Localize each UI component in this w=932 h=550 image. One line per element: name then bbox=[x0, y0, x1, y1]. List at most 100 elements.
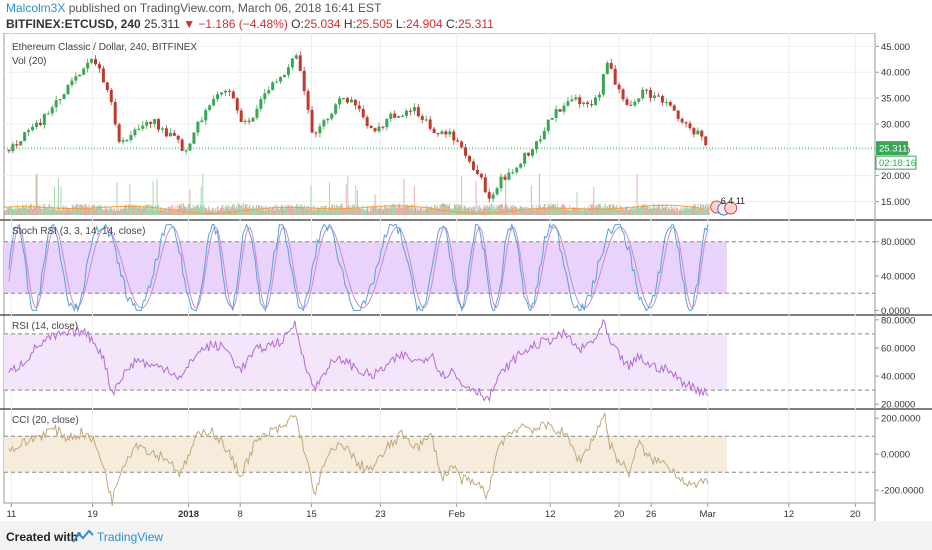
candle bbox=[460, 139, 464, 149]
candle bbox=[212, 95, 216, 107]
volume-bar bbox=[102, 209, 104, 215]
candle-body bbox=[164, 128, 168, 137]
candle-body bbox=[105, 82, 109, 90]
volume-bar bbox=[463, 205, 465, 215]
low-value: 24.904 bbox=[405, 17, 443, 31]
candle bbox=[82, 67, 86, 76]
volume-bar bbox=[469, 206, 471, 215]
volume-bar bbox=[491, 203, 493, 215]
volume-bar bbox=[316, 207, 318, 215]
candle-body bbox=[531, 149, 535, 156]
volume-bar bbox=[609, 205, 611, 215]
candle bbox=[704, 135, 708, 147]
volume-bar bbox=[679, 209, 681, 215]
volume-bar bbox=[217, 205, 219, 215]
volume-bar bbox=[156, 178, 158, 215]
candle-body bbox=[125, 140, 129, 142]
volume-bar bbox=[401, 208, 402, 215]
volume-bar bbox=[207, 205, 209, 215]
volume-bar bbox=[67, 209, 69, 215]
volume-bar bbox=[500, 204, 502, 215]
volume-bar bbox=[127, 208, 128, 215]
volume-bar bbox=[359, 208, 361, 215]
candle bbox=[629, 100, 633, 106]
volume-bar bbox=[123, 205, 125, 215]
volume-bar bbox=[139, 205, 140, 215]
volume-bar bbox=[295, 205, 297, 215]
volume-bar bbox=[477, 205, 479, 215]
volume-bar bbox=[243, 203, 245, 215]
volume-bar bbox=[467, 207, 469, 215]
volume-bar bbox=[480, 207, 482, 215]
volume-bar bbox=[428, 207, 430, 215]
candle bbox=[145, 119, 149, 130]
volume-bar bbox=[566, 209, 568, 215]
y-tick-label: 45.000 bbox=[881, 42, 910, 53]
volume-bar bbox=[522, 206, 523, 215]
volume-bar bbox=[482, 208, 484, 215]
volume-bar bbox=[701, 208, 703, 215]
candle bbox=[534, 140, 538, 154]
candle bbox=[275, 78, 279, 84]
volume-bar bbox=[83, 204, 85, 215]
volume-bar bbox=[219, 208, 221, 215]
candle-body bbox=[613, 68, 617, 85]
volume-bar bbox=[20, 208, 22, 215]
volume-bar bbox=[509, 208, 511, 215]
stoch-rsi-title: Stoch RSI (3, 3, 14, 14, close) bbox=[12, 226, 145, 237]
volume-bar bbox=[202, 173, 204, 215]
last-price: 25.311 bbox=[144, 17, 180, 31]
volume-bar bbox=[625, 206, 627, 215]
y-tick-label: 15.000 bbox=[881, 197, 910, 208]
volume-bar bbox=[324, 205, 326, 215]
volume-bar bbox=[127, 204, 129, 215]
volume-bar bbox=[433, 208, 435, 215]
volume-bar bbox=[132, 204, 134, 215]
volume-bar bbox=[62, 207, 63, 215]
candle bbox=[109, 88, 113, 106]
candle bbox=[338, 96, 342, 109]
candle bbox=[133, 127, 137, 138]
candle bbox=[176, 134, 180, 144]
volume-bar bbox=[129, 183, 131, 215]
volume-bar bbox=[195, 206, 197, 215]
candle-body bbox=[491, 194, 495, 199]
volume-bar bbox=[447, 204, 449, 215]
volume-bar bbox=[271, 206, 273, 215]
volume-bar bbox=[39, 204, 41, 215]
chart-area[interactable]: 45.00040.00035.00030.00025.00020.00015.0… bbox=[0, 33, 932, 521]
candle bbox=[125, 138, 129, 143]
volume-bar bbox=[495, 204, 497, 215]
volume-bar bbox=[122, 208, 124, 215]
volume-bar bbox=[249, 203, 251, 215]
candle-body bbox=[590, 104, 594, 106]
volume-bar bbox=[485, 207, 487, 215]
volume-bar bbox=[283, 207, 285, 215]
volume-bar bbox=[281, 204, 283, 215]
candle bbox=[487, 188, 491, 203]
volume-bar bbox=[501, 203, 503, 215]
volume-bar bbox=[596, 207, 598, 215]
tradingview-brand[interactable]: TradingView bbox=[97, 530, 164, 544]
volume-bar bbox=[168, 207, 170, 215]
volume-bar bbox=[69, 207, 71, 215]
volume-bar bbox=[51, 209, 53, 215]
volume-bar bbox=[384, 205, 386, 215]
author-link[interactable]: Malcolm3X bbox=[6, 1, 66, 15]
volume-bar bbox=[583, 206, 585, 215]
volume-bar bbox=[483, 205, 485, 215]
volume-bar bbox=[230, 208, 232, 215]
volume-bar bbox=[695, 205, 697, 215]
published-text: published on TradingView.com, March 06, … bbox=[68, 1, 382, 15]
candle bbox=[456, 137, 460, 143]
y-tick-label: -200.0000 bbox=[881, 486, 924, 497]
candle-body bbox=[7, 149, 11, 152]
volume-bar bbox=[425, 208, 426, 215]
candle-body bbox=[200, 120, 204, 122]
volume-bar bbox=[296, 203, 297, 215]
volume-bar bbox=[348, 207, 350, 215]
candle bbox=[172, 130, 176, 136]
candle bbox=[149, 120, 153, 129]
candle bbox=[464, 143, 468, 159]
x-tick-label: 23 bbox=[375, 509, 386, 520]
